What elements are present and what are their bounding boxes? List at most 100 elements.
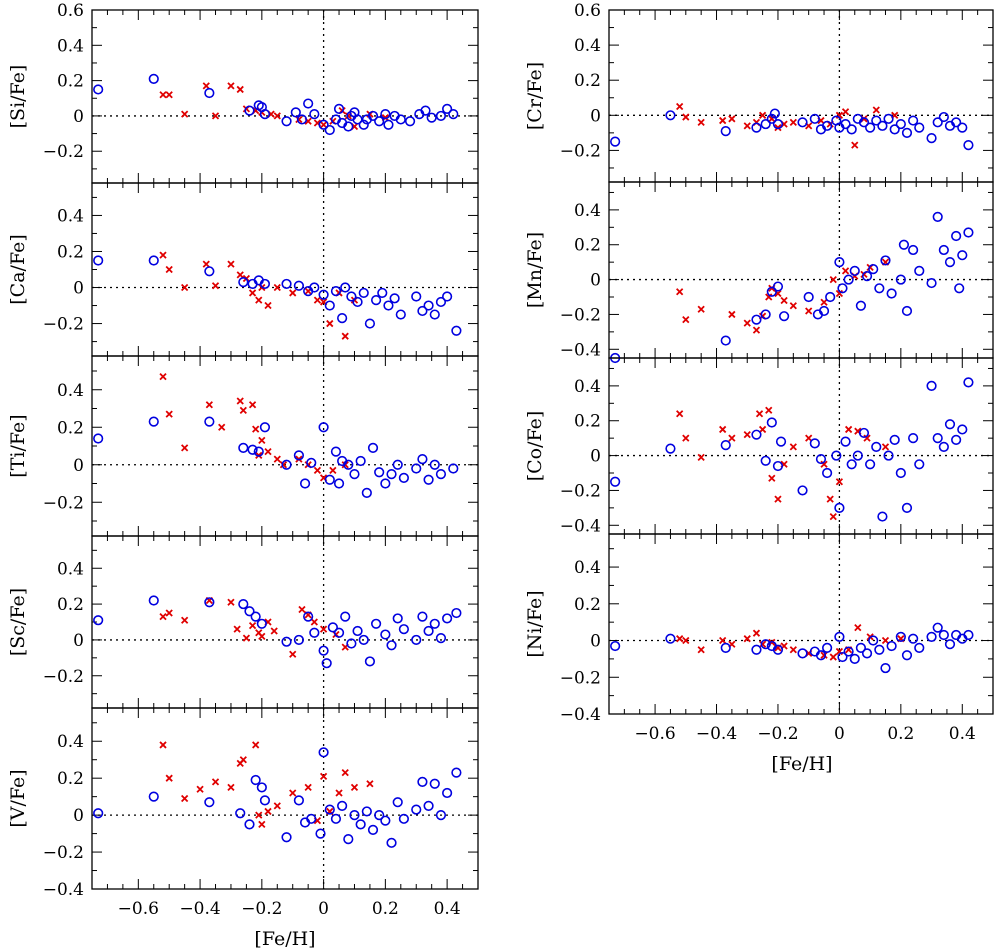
data-point-circle — [926, 133, 937, 144]
data-point-cross — [248, 621, 257, 630]
data-point-cross — [341, 769, 349, 777]
data-point-cross — [227, 260, 235, 268]
data-point-circle — [926, 277, 937, 289]
data-point-circle — [395, 309, 406, 320]
data-point-circle — [809, 113, 820, 124]
data-point-circle — [281, 832, 292, 843]
data-point-circle — [846, 459, 857, 470]
x-tick-label: −0.4 — [179, 899, 220, 919]
y-tick-label: 0.4 — [57, 732, 84, 752]
data-point-cross — [304, 783, 312, 792]
data-point-circle — [296, 114, 308, 125]
data-point-cross — [181, 110, 189, 118]
data-point-circle — [417, 454, 428, 465]
data-point-circle — [932, 622, 943, 633]
data-point-cross — [676, 410, 684, 418]
data-point-cross — [728, 310, 736, 319]
x-axis-label-left: [Fe/H] — [254, 928, 315, 950]
data-point-circle — [861, 270, 873, 282]
data-point-circle — [901, 650, 913, 661]
data-point-circle — [333, 627, 345, 638]
data-point-cross — [270, 627, 278, 635]
y-axis-label: [Ni/Fe] — [524, 590, 546, 657]
data-point-circle — [411, 463, 422, 474]
data-point-cross — [682, 316, 690, 324]
data-point-cross — [255, 296, 263, 304]
data-point-circle — [417, 611, 428, 622]
data-point-cross — [719, 636, 727, 645]
data-point-circle — [340, 611, 351, 622]
data-point-circle — [281, 116, 292, 127]
data-point-circle — [908, 244, 919, 256]
data-point-cross — [789, 302, 797, 310]
data-point-circle — [926, 380, 937, 391]
data-point-circle — [751, 644, 762, 655]
data-point-circle — [244, 105, 255, 116]
data-point-circle — [435, 296, 447, 308]
data-point-circle — [318, 747, 329, 758]
data-point-circle — [333, 103, 345, 114]
data-point-cross — [165, 609, 173, 617]
data-point-circle — [957, 122, 968, 133]
data-point-cross — [326, 319, 334, 328]
data-point-circle — [874, 644, 885, 655]
data-point-circle — [204, 597, 215, 608]
data-point-circle — [392, 797, 403, 808]
data-point-circle — [389, 293, 400, 304]
data-point-circle — [423, 474, 434, 485]
y-tick-label: 0.2 — [57, 769, 84, 789]
data-point-circle — [148, 595, 159, 606]
data-point-circle — [815, 650, 827, 661]
data-point-cross — [728, 434, 736, 442]
data-point-cross — [682, 434, 690, 442]
data-point-circle — [429, 459, 440, 470]
data-point-circle — [822, 467, 833, 479]
data-point-cross — [820, 651, 828, 659]
data-point-cross — [239, 406, 247, 415]
data-point-cross — [258, 820, 266, 828]
y-axis-label: [Ti/Fe] — [7, 414, 29, 477]
data-point-cross — [863, 434, 871, 442]
y-tick-label: 0.4 — [574, 36, 601, 56]
data-point-circle — [235, 808, 246, 819]
data-point-circle — [358, 119, 369, 130]
data-point-cross — [341, 332, 349, 340]
data-point-circle — [954, 283, 965, 294]
data-point-circle — [861, 648, 873, 659]
data-point-circle — [340, 282, 351, 293]
data-point-circle — [908, 433, 919, 444]
plot-frame — [91, 9, 479, 184]
data-point-circle — [293, 634, 304, 646]
data-point-cross — [181, 794, 189, 803]
data-point-cross — [743, 635, 751, 643]
data-point-circle — [204, 87, 215, 99]
y-tick-label: 0.2 — [574, 236, 601, 256]
data-point-cross — [829, 512, 837, 521]
data-point-circle — [343, 459, 354, 470]
y-tick-label: 0.2 — [57, 72, 84, 92]
y-tick-label: 0.6 — [57, 1, 84, 21]
data-point-cross — [313, 296, 322, 304]
data-point-circle — [901, 502, 913, 513]
data-point-circle — [957, 250, 968, 261]
data-point-cross — [350, 783, 359, 792]
data-point-cross — [196, 785, 204, 793]
data-point-circle — [871, 115, 882, 126]
data-point-circle — [404, 116, 416, 127]
y-tick-label: −0.2 — [560, 141, 601, 161]
data-point-circle — [411, 291, 422, 302]
y-tick-label: −0.2 — [560, 305, 601, 325]
data-point-circle — [840, 118, 851, 130]
x-tick-label: −0.4 — [696, 724, 737, 744]
data-point-circle — [281, 636, 292, 647]
data-point-circle — [247, 444, 258, 455]
data-point-cross — [758, 640, 767, 648]
data-point-circle — [204, 797, 215, 808]
data-point-cross — [159, 251, 167, 259]
y-tick-label: −0.4 — [560, 705, 601, 725]
data-point-circle — [290, 107, 301, 118]
data-point-circle — [380, 815, 391, 826]
y-tick-label: −0.2 — [560, 481, 601, 501]
y-tick-label: 0.4 — [574, 377, 601, 397]
